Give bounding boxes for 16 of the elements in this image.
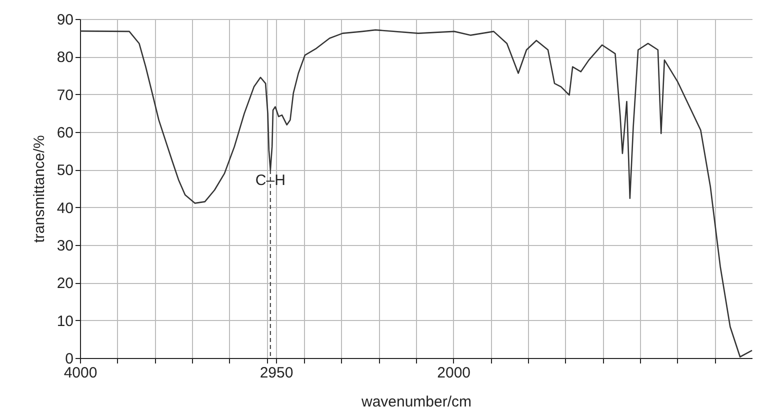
y-tick-label: 20 (56, 275, 74, 292)
y-tick-label: 60 (56, 124, 74, 142)
x-tick-label: 2950 (260, 364, 294, 382)
y-tick-label: 80 (56, 49, 74, 66)
y-tick-label: 50 (56, 162, 74, 180)
y-tick-label: 30 (56, 238, 74, 254)
annotation: C–H (255, 172, 286, 190)
y-tick-label: 0 (65, 350, 74, 368)
y-tick-label: 40 (56, 200, 74, 217)
x-tick-label: 4000 (64, 364, 98, 382)
y-axis-title: transmittance/% (30, 135, 48, 243)
y-tick-label: 90 (56, 12, 74, 28)
y-tick-label: 10 (56, 312, 74, 330)
x-axis-title: wavenumber/cm (360, 394, 472, 410)
y-tick-label: 70 (56, 86, 74, 104)
x-tick-label: 2000 (437, 364, 471, 382)
